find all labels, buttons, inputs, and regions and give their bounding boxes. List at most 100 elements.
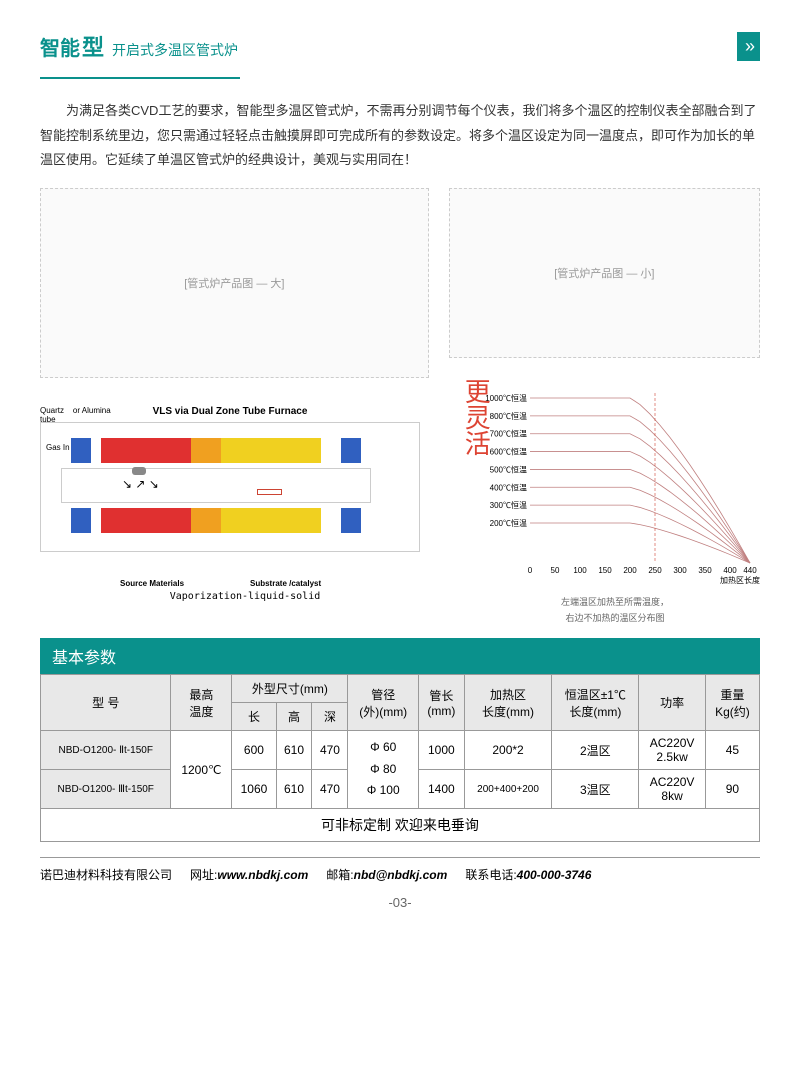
cell-weight-1: 45 — [705, 731, 759, 770]
cell-d-2: 470 — [312, 770, 348, 809]
substrate-icon — [257, 489, 282, 495]
spec-table: 型 号 最高 温度 外型尺寸(mm) 管径 (外)(mm) 管长 (mm) 加热… — [40, 674, 760, 842]
footer-phone: 联系电话:400-000-3746 — [465, 866, 591, 883]
cell-heat-2: 200+400+200 — [464, 770, 552, 809]
cell-len-1: 1000 — [418, 731, 464, 770]
th-weight: 重量 Kg(约) — [705, 675, 759, 731]
svg-text:800℃恒温: 800℃恒温 — [490, 411, 527, 421]
svg-text:250: 250 — [648, 566, 662, 575]
furnace-image-large: [管式炉产品图 — 大] — [40, 188, 429, 378]
source-boat-icon — [132, 467, 146, 475]
custom-note: 可非标定制 欢迎来电垂询 — [41, 809, 760, 842]
zone-red-top — [101, 438, 191, 463]
th-const-temp: 恒温区±1℃ 长度(mm) — [552, 675, 639, 731]
arrow-icon: ↘ ↗ ↘ — [122, 477, 159, 491]
cell-power-2: AC220V 8kw — [639, 770, 705, 809]
page-container: 智能 型 开启式多温区管式炉 » 为满足各类CVD工艺的要求，智能型多温区管式炉… — [0, 0, 800, 1084]
cell-model-2: NBD-O1200- Ⅲt-150F — [41, 770, 171, 809]
zone-orange-top — [191, 438, 221, 463]
cell-weight-2: 90 — [705, 770, 759, 809]
cell-ct-1: 2温区 — [552, 731, 639, 770]
footer-email: 邮箱:nbd@nbdkj.com — [326, 866, 447, 883]
zone-blue-right-bot — [341, 508, 361, 533]
cell-maxtemp: 1200℃ — [171, 731, 232, 809]
temperature-chart: 0 50 100 150 200 250 300 350 400 440 1000℃恒温 800℃恒… — [470, 388, 760, 618]
cell-ct-2: 3温区 — [552, 770, 639, 809]
chart-xlabel: 加热区长度mm — [720, 575, 760, 585]
diagrams-row: Quartz or Alumina tube VLS via Dual Zone… — [40, 388, 760, 618]
svg-text:200: 200 — [623, 566, 637, 575]
table-header-row1: 型 号 最高 温度 外型尺寸(mm) 管径 (外)(mm) 管长 (mm) 加热… — [41, 675, 760, 703]
zone-yellow-top — [221, 438, 321, 463]
page-number: -03- — [40, 895, 760, 910]
chart-svg: 0 50 100 150 200 250 300 350 400 440 1000℃恒温 800℃恒… — [470, 388, 760, 588]
svg-text:400℃恒温: 400℃恒温 — [490, 482, 527, 492]
th-dims-h: 高 — [276, 703, 312, 731]
svg-text:350: 350 — [698, 566, 712, 575]
svg-text:50: 50 — [551, 566, 560, 575]
table-custom-note-row: 可非标定制 欢迎来电垂询 — [41, 809, 760, 842]
svg-text:100: 100 — [573, 566, 587, 575]
zone-yellow-bot — [221, 508, 321, 533]
schematic-caption: Vaporization-liquid-solid — [40, 591, 450, 602]
page-header: 智能 型 开启式多温区管式炉 » — [40, 30, 760, 62]
source-label: Source Materials — [120, 579, 184, 588]
schematic-diagram: Quartz or Alumina tube VLS via Dual Zone… — [40, 388, 450, 618]
svg-text:700℃恒温: 700℃恒温 — [490, 429, 527, 439]
schematic-body: Gas In ↘ ↗ ↘ — [40, 422, 420, 552]
cell-heat-1: 200*2 — [464, 731, 552, 770]
gas-in-label: Gas In — [46, 443, 70, 452]
svg-text:200℃恒温: 200℃恒温 — [490, 518, 527, 528]
title-prefix: 智能 — [40, 32, 80, 61]
svg-text:0: 0 — [528, 566, 533, 575]
footer-url: 网址:www.nbdkj.com — [190, 866, 308, 883]
header-arrow-icon: » — [737, 32, 760, 61]
svg-text:400: 400 — [723, 566, 737, 575]
th-dims-d: 深 — [312, 703, 348, 731]
chart-caption-1: 左端温区加热至所需温度， — [470, 596, 760, 609]
zone-orange-bot — [191, 508, 221, 533]
cell-power-1: AC220V 2.5kw — [639, 731, 705, 770]
th-heat-len: 加热区 长度(mm) — [464, 675, 552, 731]
svg-text:1000℃恒温: 1000℃恒温 — [485, 393, 527, 403]
intro-paragraph: 为满足各类CVD工艺的要求，智能型多温区管式炉，不需再分别调节每个仪表，我们将多… — [40, 99, 760, 173]
th-tube-len: 管长 (mm) — [418, 675, 464, 731]
cell-h-1: 610 — [276, 731, 312, 770]
th-tube-dia: 管径 (外)(mm) — [348, 675, 419, 731]
cell-dia: Φ 60 Φ 80Φ 100 — [348, 731, 419, 809]
header-underline — [40, 77, 240, 79]
svg-text:300℃恒温: 300℃恒温 — [490, 500, 527, 510]
cell-l-2: 1060 — [232, 770, 276, 809]
substrate-label: Substrate /catalyst — [250, 579, 321, 588]
zone-blue-left-top — [71, 438, 91, 463]
footer-company: 诺巴迪材料科技有限公司 — [40, 866, 172, 883]
svg-text:440: 440 — [743, 566, 757, 575]
cell-l-1: 600 — [232, 731, 276, 770]
th-maxtemp: 最高 温度 — [171, 675, 232, 731]
svg-text:600℃恒温: 600℃恒温 — [490, 447, 527, 457]
svg-text:150: 150 — [598, 566, 612, 575]
cell-len-2: 1400 — [418, 770, 464, 809]
header-subtitle: 开启式多温区管式炉 — [112, 40, 238, 60]
svg-text:500℃恒温: 500℃恒温 — [490, 464, 527, 474]
title-big: 型 — [82, 30, 104, 62]
th-dims-l: 长 — [232, 703, 276, 731]
cell-d-1: 470 — [312, 731, 348, 770]
cell-model-1: NBD-O1200- Ⅱt-150F — [41, 731, 171, 770]
header-title: 智能 型 开启式多温区管式炉 — [40, 30, 238, 62]
svg-text:300: 300 — [673, 566, 687, 575]
table-row: NBD-O1200- Ⅱt-150F 1200℃ 600 610 470 Φ 6… — [41, 731, 760, 770]
th-power: 功率 — [639, 675, 705, 731]
cell-h-2: 610 — [276, 770, 312, 809]
section-basic-params: 基本参数 — [40, 638, 760, 674]
page-footer: 诺巴迪材料科技有限公司 网址:www.nbdkj.com 邮箱:nbd@nbdk… — [40, 857, 760, 883]
th-model: 型 号 — [41, 675, 171, 731]
furnace-image-small: [管式炉产品图 — 小] — [449, 188, 760, 358]
zone-blue-left-bot — [71, 508, 91, 533]
zone-red-bot — [101, 508, 191, 533]
chart-caption-2: 右边不加热的温区分布图 — [470, 612, 760, 625]
product-images-row: [管式炉产品图 — 大] [管式炉产品图 — 小] — [40, 188, 760, 378]
th-dims: 外型尺寸(mm) — [232, 675, 348, 703]
zone-blue-right-top — [341, 438, 361, 463]
tube-channel: ↘ ↗ ↘ — [61, 468, 371, 503]
